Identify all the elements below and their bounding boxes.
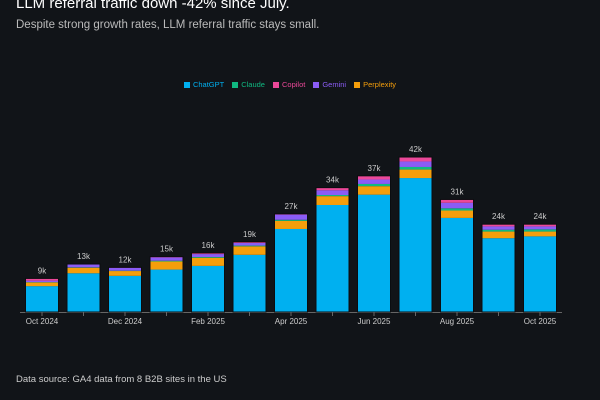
- bar-total-label: 24k: [534, 212, 548, 221]
- bar-copilot: [440, 199, 474, 203]
- bar-copilot: [399, 157, 432, 162]
- bar-copilot: [191, 252, 225, 255]
- bar-total-label: 42k: [409, 145, 423, 154]
- bar-chatgpt: [523, 236, 557, 312]
- legend-item-gemini[interactable]: Gemini: [313, 80, 346, 89]
- bar-chatgpt: [274, 228, 308, 312]
- bar-gemini: [399, 161, 432, 167]
- bar-claude: [523, 229, 557, 232]
- x-tick-label: Oct 2025: [524, 317, 557, 326]
- legend-item-perplexity[interactable]: Perplexity: [354, 80, 396, 89]
- x-tick-label: Feb 2025: [191, 317, 225, 326]
- bar-perplexity: [233, 246, 266, 255]
- bar-chatgpt: [233, 254, 266, 312]
- bar-gemini: [191, 254, 225, 258]
- bar-total-label: 34k: [326, 176, 340, 185]
- bar-gemini: [440, 202, 474, 209]
- bar-perplexity: [150, 261, 183, 270]
- legend-swatch: [354, 81, 361, 88]
- legend-item-chatgpt[interactable]: ChatGPT: [183, 80, 225, 89]
- legend-label: Copilot: [281, 80, 306, 89]
- legend: ChatGPT Claude Copilot Gemini Perplexity: [0, 80, 580, 89]
- bar-total-label: 15k: [160, 245, 174, 254]
- bar-gemini: [482, 226, 515, 230]
- legend-label: Claude: [241, 80, 265, 89]
- bar-gemini: [357, 179, 391, 184]
- bar-copilot: [357, 175, 391, 180]
- bar-total-label: 13k: [77, 252, 91, 261]
- bar-claude: [233, 245, 266, 247]
- bar-claude: [482, 229, 515, 232]
- bar-chatgpt: [316, 204, 349, 312]
- bar-total-label: 12k: [119, 255, 133, 264]
- bar-gemini: [67, 264, 100, 268]
- legend-item-copilot[interactable]: Copilot: [272, 80, 306, 89]
- bar-total-label: 24k: [492, 212, 506, 221]
- x-tick-label: Oct 2024: [26, 317, 59, 326]
- bar-total-label: 9k: [38, 266, 47, 275]
- bar-total-label: 19k: [243, 230, 257, 239]
- bar-perplexity: [316, 196, 349, 205]
- bar-claude: [191, 257, 225, 258]
- bar-gemini: [233, 242, 266, 246]
- bar-chatgpt: [150, 269, 183, 312]
- bar-chatgpt: [25, 286, 59, 312]
- bar-copilot: [316, 187, 349, 191]
- bar-copilot: [25, 278, 59, 281]
- bar-total-label: 27k: [285, 202, 299, 211]
- bar-claude: [316, 195, 349, 197]
- bar-claude: [440, 208, 474, 211]
- bar-copilot: [523, 224, 557, 227]
- bar-chatgpt: [67, 273, 100, 312]
- bar-gemini: [274, 214, 308, 220]
- bar-total-label: 37k: [368, 164, 382, 173]
- bar-chatgpt: [108, 275, 142, 312]
- x-tick-label: Jun 2025: [358, 317, 391, 326]
- bar-gemini: [150, 257, 183, 261]
- bar-perplexity: [274, 220, 308, 229]
- bar-chatgpt: [191, 265, 225, 312]
- legend-swatch: [183, 81, 190, 88]
- bar-total-label: 16k: [202, 241, 216, 250]
- bar-gemini: [523, 226, 557, 230]
- bar-claude: [150, 260, 183, 262]
- bar-perplexity: [399, 169, 432, 179]
- bar-chatgpt: [357, 194, 391, 312]
- bar-perplexity: [108, 271, 142, 276]
- bar-perplexity: [440, 210, 474, 218]
- bar-perplexity: [357, 186, 391, 195]
- x-tick-label: Apr 2025: [275, 317, 308, 326]
- legend-swatch: [232, 81, 239, 88]
- bar-perplexity: [25, 282, 59, 287]
- legend-swatch: [272, 81, 279, 88]
- legend-label: Perplexity: [363, 80, 397, 89]
- x-tick-label: Aug 2025: [440, 317, 475, 326]
- bar-chatgpt: [482, 238, 515, 312]
- data-source-note: Data source: GA4 data from 8 B2B sites i…: [16, 374, 227, 385]
- x-tick-label: Dec 2024: [108, 317, 143, 326]
- bar-total-label: 31k: [451, 187, 465, 196]
- bar-claude: [357, 183, 391, 187]
- bar-chatgpt: [399, 178, 432, 312]
- bar-perplexity: [523, 231, 557, 237]
- chart-title: LLM referral traffic down -42% since Jul…: [16, 0, 290, 12]
- legend-label: ChatGPT: [192, 80, 225, 89]
- legend-swatch: [313, 81, 320, 88]
- bar-gemini: [25, 280, 59, 283]
- bar-copilot: [233, 241, 266, 243]
- bar-perplexity: [67, 267, 100, 274]
- chart-subtitle: Despite strong growth rates, LLM referra…: [16, 19, 320, 31]
- bar-copilot: [482, 224, 515, 227]
- bar-claude: [399, 166, 432, 170]
- bar-gemini: [316, 190, 349, 196]
- bar-chatgpt: [440, 217, 474, 312]
- bar-claude: [274, 219, 308, 221]
- bar-gemini: [108, 267, 142, 271]
- legend-item-claude[interactable]: Claude: [232, 80, 265, 89]
- legend-label: Gemini: [322, 80, 347, 89]
- bar-perplexity: [191, 257, 225, 266]
- bar-perplexity: [482, 231, 515, 239]
